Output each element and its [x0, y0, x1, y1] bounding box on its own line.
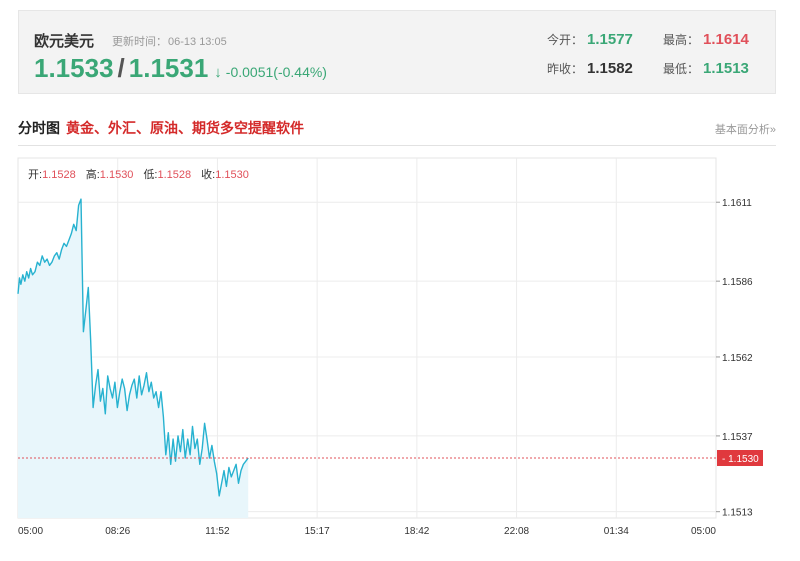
current-price-tag — [717, 450, 763, 466]
section-header: 分时图 黄金、外汇、原油、期货多空提醒软件 — [18, 118, 304, 138]
prev-close-label: 昨收： — [547, 62, 584, 76]
update-time: 更新时间：06-13 13:05 — [112, 33, 227, 49]
y-tick-label: 1.1537 — [722, 432, 753, 443]
fundamental-analysis-link[interactable]: 基本面分析» — [714, 124, 776, 136]
y-tick-label: 1.1611 — [722, 198, 752, 209]
prev-close-stat: 昨收： 1.1582 — [547, 60, 633, 77]
ohlc-readout: 开:1.1528 高:1.1530 低:1.1528 收:1.1530 — [28, 166, 259, 182]
ohlc-open-value: 1.1528 — [42, 169, 76, 181]
ask-price: 1.1531 — [128, 53, 209, 83]
price-row: 1.1533/1.1531 ↓ -0.0051(-0.44%) — [34, 53, 327, 84]
quote-panel: 欧元美元 更新时间：06-13 13:05 1.1533/1.1531 ↓ -0.0… — [18, 10, 776, 94]
update-label: 更新时间： — [112, 36, 167, 48]
down-arrow-icon: ↓ — [214, 64, 222, 81]
current-price-label: - 1.1530 — [722, 454, 759, 465]
x-tick-label: 01:34 — [604, 526, 629, 537]
ohlc-open-label: 开: — [28, 169, 43, 181]
low-label: 最低： — [663, 62, 700, 76]
bid-price: 1.1533 — [34, 53, 114, 83]
y-tick-label: 1.1562 — [722, 353, 753, 364]
y-tick-label: 1.1513 — [722, 508, 753, 519]
open-label: 今开： — [547, 33, 584, 47]
open-value: 1.1577 — [587, 31, 633, 48]
ohlc-high-label: 高: — [85, 169, 100, 181]
ohlc-close-label: 收: — [201, 169, 216, 181]
section-title: 分时图 — [18, 120, 60, 136]
high-label: 最高： — [663, 33, 700, 47]
x-tick-label: 18:42 — [404, 526, 429, 537]
high-stat: 最高： 1.1614 — [663, 31, 749, 48]
ohlc-low-label: 低: — [143, 169, 158, 181]
open-stat: 今开： 1.1577 — [547, 31, 633, 48]
ohlc-high-value: 1.1530 — [99, 169, 134, 181]
x-tick-label: 15:17 — [305, 526, 330, 537]
x-tick-label: 05:00 — [691, 526, 716, 537]
price-separator: / — [117, 53, 125, 83]
x-tick-label: 05:00 — [18, 526, 43, 537]
price-area — [18, 199, 249, 518]
ohlc-close-value: 1.1530 — [215, 169, 249, 181]
prev-close-value: 1.1582 — [587, 60, 633, 77]
pair-name: 欧元美元 — [34, 33, 95, 50]
x-tick-label: 11:52 — [205, 526, 230, 537]
low-value: 1.1513 — [703, 60, 749, 77]
ohlc-low-value: 1.1528 — [157, 169, 192, 181]
promo-link[interactable]: 黄金、外汇、原油、期货多空提醒软件 — [66, 120, 304, 136]
update-time-value: 06-13 13:05 — [168, 36, 227, 48]
y-tick-label: 1.1586 — [722, 277, 753, 288]
high-value: 1.1614 — [703, 31, 749, 48]
x-tick-label: 08:26 — [105, 526, 130, 537]
low-stat: 最低： 1.1513 — [663, 60, 749, 77]
price-change: -0.0051(-0.44%) — [225, 64, 327, 80]
divider — [18, 145, 776, 146]
x-tick-label: 22:08 — [504, 526, 529, 537]
price-line — [17, 198, 249, 497]
